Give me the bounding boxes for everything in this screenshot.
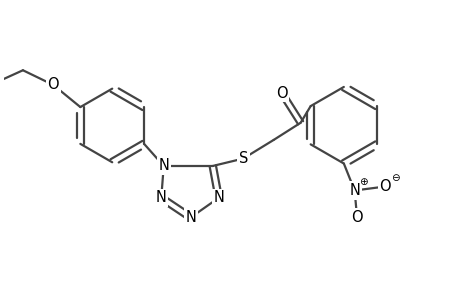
Text: O: O <box>47 77 59 92</box>
Text: S: S <box>238 151 247 166</box>
Text: O: O <box>351 210 362 225</box>
Text: O: O <box>378 179 390 194</box>
Text: N: N <box>213 190 224 205</box>
Text: N: N <box>158 158 169 173</box>
Text: N: N <box>348 183 359 198</box>
Text: ⊕: ⊕ <box>358 177 367 187</box>
Text: ⊖: ⊖ <box>391 173 399 183</box>
Text: N: N <box>156 190 166 205</box>
Text: N: N <box>185 210 196 225</box>
Text: O: O <box>275 86 287 101</box>
